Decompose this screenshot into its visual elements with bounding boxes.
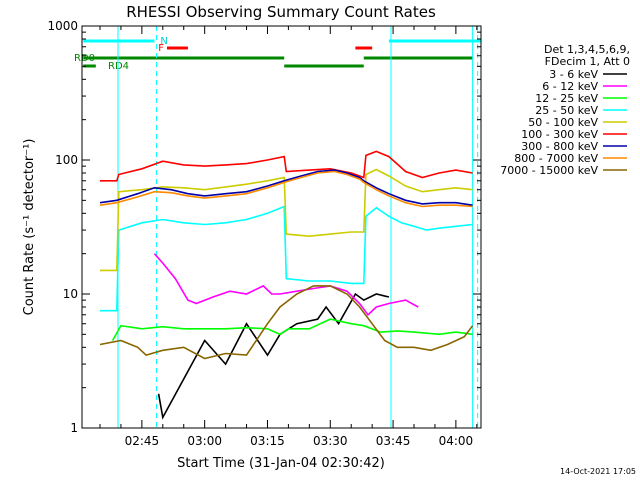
y-tick-label: 1000 (47, 19, 78, 33)
state-label-rd0: RD0 (74, 53, 95, 64)
x-tick-label: 04:00 (439, 434, 474, 448)
footer-date: 14-Oct-2021 17:05 (560, 467, 636, 476)
series-line-8 (99, 285, 474, 360)
series-line-4 (100, 168, 473, 272)
legend-entry-label: 25 - 50 keV (535, 104, 598, 117)
y-tick-label: 1 (70, 421, 78, 435)
y-tick-label: 10 (63, 287, 78, 301)
x-tick-label: 03:15 (250, 434, 285, 448)
chart-title: RHESSI Observing Summary Count Rates (126, 3, 436, 21)
legend-entry-label: 50 - 100 keV (528, 116, 598, 129)
state-label-rd4: RD4 (108, 61, 129, 72)
state-label-n: N (160, 36, 167, 47)
series-line-0 (157, 292, 390, 420)
x-tick-label: 03:45 (376, 434, 411, 448)
x-tick-label: 02:45 (125, 434, 160, 448)
series-line-6 (99, 169, 473, 206)
series-line-3 (100, 205, 473, 312)
legend-entry-label: 800 - 7000 keV (514, 152, 598, 165)
y-tick-label: 100 (55, 153, 78, 167)
x-tick-label: 03:30 (313, 434, 348, 448)
legend-header-line: Det 1,3,4,5,6,9, (544, 43, 630, 56)
legend-entry-label: 12 - 25 keV (535, 92, 598, 105)
series-line-2 (111, 318, 473, 341)
state-label-f: F (158, 43, 164, 54)
series-line-1 (153, 253, 419, 316)
legend-entry-label: 7000 - 15000 keV (500, 164, 598, 177)
plot-frame (81, 25, 482, 429)
legend-entry-label: 300 - 800 keV (521, 140, 598, 153)
legend-entry-label: 6 - 12 keV (542, 80, 598, 93)
series-line-5 (100, 150, 473, 182)
y-axis-label: Count Rate (s⁻¹ detector⁻¹) (22, 139, 37, 316)
legend-entry-label: 3 - 6 keV (549, 68, 598, 81)
series-line-7 (99, 170, 473, 208)
legend-entry-label: 100 - 300 keV (521, 128, 598, 141)
legend-header-line: FDecim 1, Att 0 (545, 55, 630, 68)
x-axis-label: Start Time (31-Jan-04 02:30:42) (177, 456, 385, 471)
x-tick-label: 03:00 (187, 434, 222, 448)
